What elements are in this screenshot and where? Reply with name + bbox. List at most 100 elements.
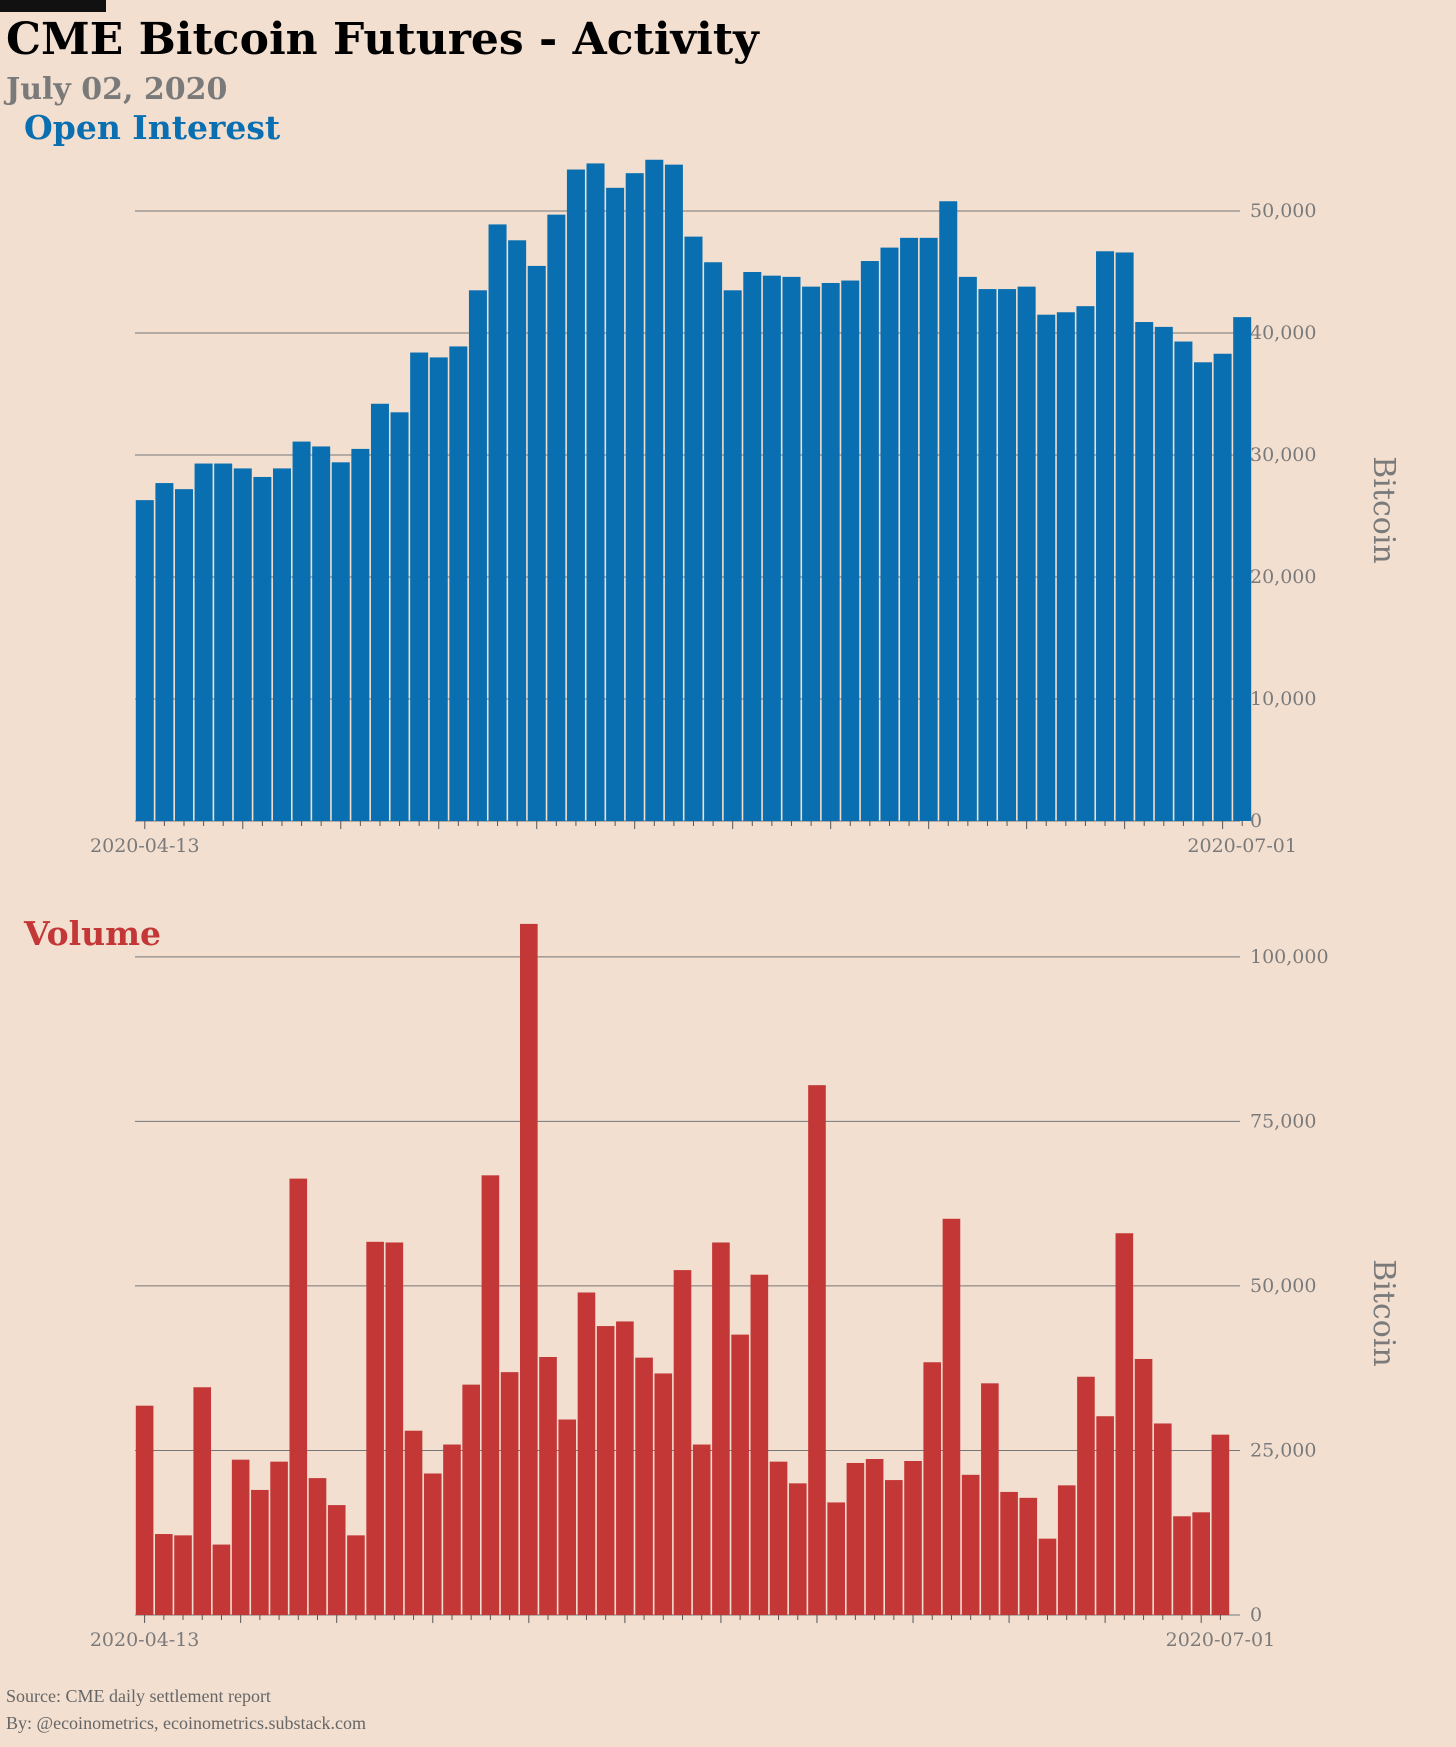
bar — [1173, 1516, 1191, 1615]
bar — [939, 201, 958, 821]
y-axis-label: Bitcoin — [1366, 1259, 1401, 1366]
bar — [508, 240, 527, 821]
bar — [1096, 251, 1115, 821]
bar — [1233, 317, 1252, 821]
bar — [1135, 322, 1154, 821]
bar — [865, 1459, 884, 1615]
bar — [558, 1419, 577, 1615]
bar — [155, 1534, 173, 1615]
bar — [272, 468, 291, 821]
source-note: Source: CME daily settlement report — [6, 1686, 271, 1706]
bar — [998, 289, 1017, 821]
bar — [978, 289, 997, 821]
bar — [155, 483, 174, 821]
bar — [1134, 1358, 1153, 1615]
bar — [782, 276, 801, 821]
y-tick-label: 50,000 — [1250, 1275, 1316, 1297]
bar — [331, 462, 350, 821]
bar — [410, 352, 429, 821]
y-tick-label: 20,000 — [1250, 566, 1316, 588]
y-tick-label: 30,000 — [1250, 444, 1316, 466]
y-tick-label: 0 — [1250, 810, 1262, 832]
bar — [404, 1430, 423, 1615]
bar — [289, 1178, 308, 1615]
y-axis-label: Bitcoin — [1366, 456, 1401, 563]
bar — [385, 1242, 404, 1615]
bar — [762, 275, 781, 821]
bar — [880, 247, 899, 822]
bar — [645, 159, 664, 821]
bar — [481, 1175, 500, 1615]
bar — [919, 237, 938, 822]
bar — [443, 1444, 461, 1615]
x-label-end: 2020-07-01 — [1187, 835, 1297, 857]
bar — [846, 1462, 865, 1615]
bar — [308, 1478, 327, 1615]
bar — [488, 224, 507, 822]
bar — [1077, 1376, 1095, 1615]
bar — [539, 1356, 557, 1615]
bar — [1154, 326, 1173, 821]
bar — [635, 1357, 653, 1615]
bar — [731, 1334, 749, 1615]
bar — [860, 261, 879, 821]
bar — [1019, 1497, 1038, 1615]
bar — [390, 412, 409, 821]
y-tick-label: 10,000 — [1250, 688, 1316, 710]
bar — [429, 357, 448, 821]
bar — [1211, 1434, 1230, 1615]
x-label-start: 2020-04-13 — [90, 835, 200, 857]
bar — [712, 1242, 730, 1615]
bar — [251, 1489, 269, 1615]
bar — [1153, 1423, 1172, 1615]
bar — [1194, 362, 1213, 821]
bar — [527, 265, 546, 821]
panel-title: Volume — [23, 914, 161, 953]
bar — [616, 1321, 634, 1615]
bar — [961, 1474, 980, 1615]
bar — [596, 1326, 615, 1615]
page-subtitle: July 02, 2020 — [6, 72, 228, 107]
bar — [664, 164, 683, 821]
bar — [1057, 1485, 1076, 1615]
bar — [194, 463, 213, 821]
bar — [174, 1535, 192, 1615]
bar — [547, 214, 566, 821]
bar — [233, 468, 252, 821]
bar — [270, 1461, 288, 1615]
y-tick-label: 0 — [1250, 1604, 1262, 1626]
bar — [885, 1480, 903, 1615]
bar — [347, 1535, 365, 1615]
bar — [135, 1405, 154, 1615]
bar — [1174, 341, 1193, 821]
bar — [449, 346, 468, 821]
bar — [586, 163, 605, 822]
bar — [900, 237, 919, 822]
bar — [174, 489, 193, 821]
y-tick-label: 75,000 — [1250, 1110, 1316, 1132]
bar — [788, 1483, 807, 1615]
bar — [1115, 252, 1134, 822]
bar — [1056, 312, 1075, 821]
bar — [827, 1502, 845, 1615]
bar — [1017, 286, 1036, 821]
bar — [577, 1292, 596, 1615]
corner-accent-bar — [0, 0, 106, 12]
bar — [750, 1274, 769, 1615]
bar — [769, 1461, 788, 1615]
bar — [1192, 1512, 1210, 1615]
bar — [214, 463, 233, 821]
bar — [606, 187, 625, 821]
bar — [1000, 1491, 1018, 1615]
bar — [743, 272, 762, 821]
bar — [923, 1362, 942, 1615]
page-title: CME Bitcoin Futures - Activity — [6, 14, 759, 65]
y-tick-label: 100,000 — [1250, 946, 1329, 968]
bar — [193, 1387, 212, 1615]
bar — [625, 173, 644, 821]
bar — [212, 1544, 231, 1615]
bar — [958, 276, 977, 821]
bar — [1038, 1538, 1057, 1615]
bar — [1115, 1233, 1134, 1615]
bar — [981, 1383, 999, 1615]
